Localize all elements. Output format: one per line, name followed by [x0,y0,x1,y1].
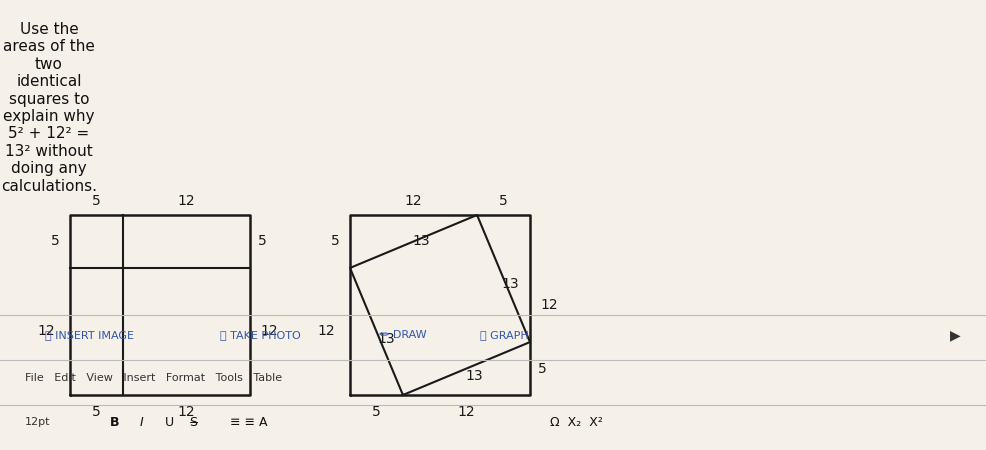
Text: 13: 13 [502,277,520,291]
Text: 5: 5 [92,405,101,419]
Text: U: U [165,415,175,428]
Text: ✏ DRAW: ✏ DRAW [380,330,427,340]
Text: 12: 12 [37,324,55,338]
Text: 12: 12 [458,405,475,419]
Text: 📷 INSERT IMAGE: 📷 INSERT IMAGE [45,330,134,340]
Text: 5: 5 [538,361,547,376]
Text: 5: 5 [92,194,101,208]
Text: 📷 TAKE PHOTO: 📷 TAKE PHOTO [220,330,301,340]
Text: 5: 5 [499,194,508,208]
Text: ≡ ≡ A: ≡ ≡ A [230,415,267,428]
Text: 12: 12 [177,194,195,208]
Text: 13: 13 [413,234,430,248]
Text: Ω  X₂  X²: Ω X₂ X² [550,415,602,428]
Text: I: I [140,415,144,428]
Text: 5: 5 [372,405,381,419]
Text: 13: 13 [465,369,483,382]
Text: S̶: S̶ [190,415,198,428]
Text: 5: 5 [51,234,60,248]
Text: 📈 GRAPH: 📈 GRAPH [480,330,528,340]
Text: 5: 5 [331,234,340,248]
Text: ▶: ▶ [950,328,960,342]
Text: B: B [110,415,119,428]
Text: 12: 12 [260,324,278,338]
Text: File   Edit   View   Insert   Format   Tools   Table: File Edit View Insert Format Tools Table [25,373,282,383]
Text: 5: 5 [258,234,267,248]
Text: 12: 12 [540,298,558,312]
Text: 12: 12 [177,405,195,419]
Text: Use the areas of the two identical squares to explain why 5² + 12² = 13² without: Use the areas of the two identical squar… [1,22,97,194]
Text: 13: 13 [378,333,395,346]
Text: 12pt: 12pt [25,417,50,427]
Text: 12: 12 [404,194,422,208]
Text: 12: 12 [317,324,335,338]
